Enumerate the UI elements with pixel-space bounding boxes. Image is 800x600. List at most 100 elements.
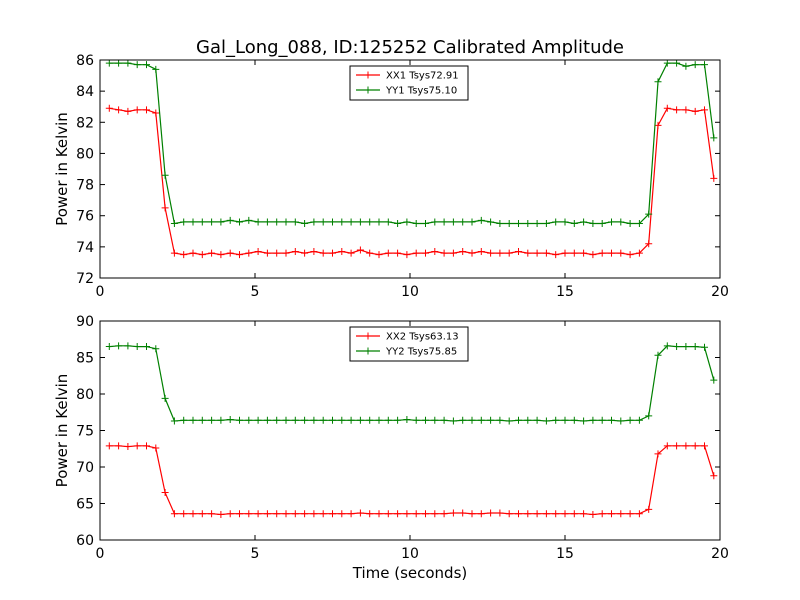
data-point [198,218,206,226]
data-point [366,416,374,424]
data-point [236,218,243,226]
y-tick-label: 70 [76,460,94,476]
data-point [347,416,355,424]
data-point [236,251,243,259]
data-point [217,416,225,424]
y-tick-label: 60 [76,533,94,549]
data-point [561,249,569,257]
data-point [245,416,253,424]
x-tick-label: 0 [96,284,105,300]
data-point [515,248,522,256]
data-point [124,443,132,451]
legend-marker [364,71,372,79]
data-point [691,61,699,69]
data-point [654,450,662,458]
data-point [459,416,467,424]
data-point [682,343,690,351]
data-point [263,249,271,257]
data-point [580,417,588,425]
data-point [691,442,699,450]
y-tick-label: 75 [76,424,94,440]
data-point [263,510,271,518]
data-point [580,510,588,518]
data-point [431,248,439,256]
data-point [440,510,448,518]
data-point [143,61,150,69]
legend-entry: XX2 Tsys63.13 [386,332,459,343]
data-point [375,416,383,424]
data-point [449,218,457,226]
legend-entry: XX1 Tsys72.91 [386,71,459,82]
data-point [282,218,290,226]
data-point [263,218,271,226]
data-point [682,442,690,450]
data-point [105,59,113,67]
data-point [468,510,476,518]
data-point [626,251,634,259]
data-point [356,246,364,254]
data-point [524,416,532,424]
x-tick-label: 5 [251,284,260,300]
data-point [459,248,467,256]
data-point [384,249,392,257]
data-point [608,218,615,226]
data-point [524,510,532,518]
data-point [226,510,234,518]
data-point [329,416,336,424]
data-point [115,442,123,450]
data-point [552,416,560,424]
data-point [487,249,495,257]
data-point [282,510,290,518]
data-point [347,249,355,257]
data-point [170,510,178,518]
data-point [356,509,364,517]
data-point [180,416,188,424]
data-point [561,416,569,424]
data-point [422,416,429,424]
y-tick-label: 74 [76,240,94,256]
data-point [208,416,216,424]
data-point [208,510,216,518]
y-tick-label: 90 [76,314,94,330]
y-tick-label: 84 [76,84,94,100]
data-point [273,249,281,257]
y-axis-label: Power in Kelvin [53,112,71,226]
data-point [375,251,383,259]
data-point [412,510,420,518]
data-point [449,249,457,257]
data-point [403,218,411,226]
data-point [273,416,281,424]
data-point [598,249,606,257]
data-point [105,442,113,450]
data-point [366,249,374,257]
y-tick-label: 76 [76,209,94,225]
data-point [589,251,597,259]
data-point [282,416,290,424]
x-axis-label: Time (seconds) [352,564,468,582]
data-point [617,249,625,257]
data-point [561,218,569,226]
y-tick-label: 85 [76,351,94,367]
data-point [673,106,681,114]
data-point [542,249,550,257]
data-point [635,220,643,227]
data-point [691,343,699,351]
x-tick-label: 5 [251,546,260,562]
data-point [468,249,476,257]
data-point [291,248,299,256]
data-point [691,107,699,115]
series-line-1 [109,445,715,516]
data-point [542,510,550,518]
data-point [608,510,615,518]
data-point [161,204,169,212]
data-point [505,417,513,425]
data-point [580,218,588,226]
y-tick-label: 65 [76,497,94,513]
data-point [245,249,253,257]
data-point [589,220,597,227]
data-point [347,218,355,226]
data-point [570,416,578,424]
data-point [524,249,532,257]
data-point [440,218,448,226]
data-point [542,220,550,227]
